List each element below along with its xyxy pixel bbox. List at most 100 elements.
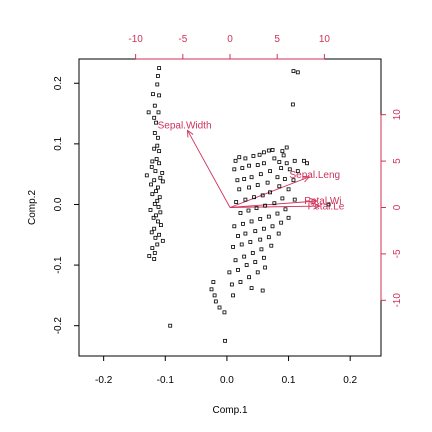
score-point [158, 210, 163, 215]
score-point [158, 175, 163, 180]
score-point [233, 158, 238, 163]
score-point [255, 163, 260, 167]
score-point [259, 247, 264, 252]
top-tick-label: 10 [319, 34, 331, 45]
score-point [270, 224, 275, 229]
loading-label: Petal.Wi [304, 196, 341, 207]
score-point [149, 164, 154, 169]
score-point [261, 161, 266, 166]
score-point [284, 145, 289, 150]
score-point [282, 177, 287, 181]
score-point [239, 242, 244, 247]
score-point [284, 161, 289, 166]
score-point [238, 211, 243, 215]
loading-label: Sepal.Leng [290, 170, 341, 181]
score-point [277, 160, 282, 164]
score-point [269, 243, 274, 248]
score-point [150, 159, 155, 164]
score-point [209, 287, 214, 292]
x-tick-label: 0.0 [220, 375, 234, 386]
score-point [326, 202, 331, 207]
score-point [149, 182, 154, 187]
score-point [258, 217, 263, 221]
score-point [277, 184, 282, 189]
score-point [247, 185, 252, 190]
y-tick-label: 0.2 [53, 76, 64, 90]
score-point [227, 270, 232, 275]
score-point [154, 213, 158, 218]
score-point [272, 201, 277, 206]
score-point [229, 282, 234, 287]
score-point [233, 258, 238, 263]
score-point [241, 221, 245, 226]
score-point [258, 172, 263, 177]
score-point [235, 178, 240, 183]
score-point [302, 158, 306, 163]
score-point [152, 115, 157, 120]
x-axis-title: Comp.1 [212, 405, 247, 416]
y-tick-label: -0.2 [53, 317, 64, 335]
right-tick-label: 5 [392, 158, 403, 164]
score-point [280, 149, 285, 154]
y-tick-label: 0.1 [53, 136, 64, 150]
score-point [211, 280, 216, 284]
score-point [152, 103, 157, 108]
score-point [242, 177, 247, 181]
score-point [236, 268, 240, 272]
score-point [236, 234, 240, 238]
score-point [255, 183, 260, 187]
score-point [154, 120, 158, 125]
score-point [287, 167, 292, 172]
score-point [154, 157, 159, 161]
score-point [147, 254, 152, 258]
score-point [244, 263, 249, 267]
loading-arrow [187, 130, 231, 208]
score-point [232, 224, 237, 229]
score-point [281, 153, 286, 158]
score-point [157, 161, 162, 166]
loading-arrow [229, 205, 320, 208]
score-point [154, 189, 158, 194]
score-point [292, 158, 297, 163]
score-point [152, 201, 157, 206]
y-axis-title: Comp.2 [27, 190, 38, 225]
score-point [268, 169, 272, 174]
y-tick-label: 0.0 [53, 197, 64, 211]
score-point [156, 110, 161, 115]
score-point [155, 242, 160, 247]
score-point [268, 190, 272, 195]
loading-arrow [229, 200, 317, 208]
x-tick-label: -0.2 [95, 375, 113, 386]
score-point [266, 214, 271, 219]
score-point [251, 154, 256, 158]
score-point [291, 69, 296, 74]
points-layer [144, 66, 331, 343]
loading-arrowhead [187, 129, 194, 138]
score-point [265, 180, 270, 185]
score-point [242, 254, 247, 259]
score-point [155, 143, 160, 148]
score-point [276, 231, 281, 236]
score-point [295, 70, 300, 75]
axes-layer: -0.2 -0.1 0.0 0.1 0.2 -0.2 -0.1 0.0 0.1 0.2 -10 -5 0… [53, 34, 403, 386]
score-point [254, 206, 259, 211]
score-point [223, 338, 227, 343]
top-tick-label: 0 [227, 34, 233, 45]
score-point [247, 275, 252, 280]
score-point [237, 187, 242, 192]
score-point [248, 240, 253, 244]
score-point [152, 226, 157, 231]
score-point [222, 310, 227, 315]
right-tick-label: 10 [392, 109, 403, 121]
top-tick-label: -10 [128, 34, 143, 45]
score-point [157, 66, 162, 70]
score-point [279, 220, 284, 225]
score-point [286, 187, 291, 192]
score-point [234, 200, 239, 204]
score-point [261, 226, 266, 231]
score-point [272, 156, 277, 161]
score-point [155, 74, 160, 78]
score-point [148, 208, 153, 212]
score-point [151, 215, 156, 220]
